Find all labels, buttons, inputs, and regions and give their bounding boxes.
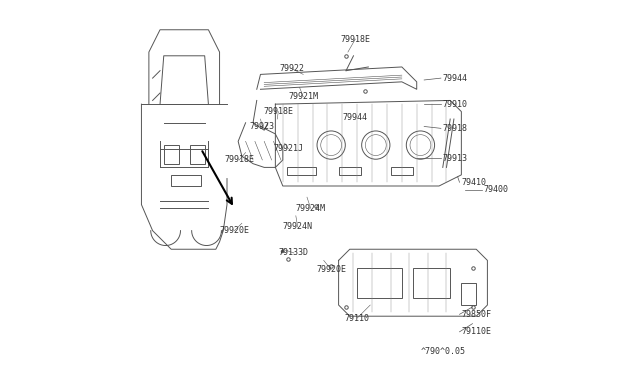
Bar xyxy=(287,167,316,175)
Text: 79920E: 79920E xyxy=(220,226,250,235)
Text: 79924M: 79924M xyxy=(296,204,326,213)
Text: 79924N: 79924N xyxy=(283,222,313,231)
Text: 79944: 79944 xyxy=(343,113,368,122)
Text: 79918E: 79918E xyxy=(263,107,293,116)
Text: 79918: 79918 xyxy=(443,124,468,133)
Bar xyxy=(339,167,361,175)
Text: 79110: 79110 xyxy=(345,314,370,323)
Text: 79110E: 79110E xyxy=(461,327,492,336)
Bar xyxy=(413,268,450,298)
Text: 79910: 79910 xyxy=(443,100,468,109)
Text: 79944: 79944 xyxy=(443,74,468,83)
Text: 79920E: 79920E xyxy=(316,265,346,274)
Text: 79918E: 79918E xyxy=(340,35,371,44)
Text: ^790^0.05: ^790^0.05 xyxy=(420,347,465,356)
Bar xyxy=(172,175,201,186)
Text: 79921J: 79921J xyxy=(273,144,303,153)
Bar xyxy=(190,145,205,164)
Text: 79850F: 79850F xyxy=(461,310,492,319)
Text: 79400: 79400 xyxy=(484,185,509,194)
Text: 79133D: 79133D xyxy=(279,248,309,257)
Text: 79921M: 79921M xyxy=(288,92,318,101)
Bar xyxy=(164,145,179,164)
Bar xyxy=(461,283,476,305)
Bar xyxy=(390,167,413,175)
Text: 79922: 79922 xyxy=(280,64,305,73)
Bar xyxy=(357,268,402,298)
Text: 79923: 79923 xyxy=(250,122,275,131)
Text: 79913: 79913 xyxy=(443,154,468,163)
Text: 79918E: 79918E xyxy=(224,155,254,164)
Text: 79410: 79410 xyxy=(461,178,486,187)
